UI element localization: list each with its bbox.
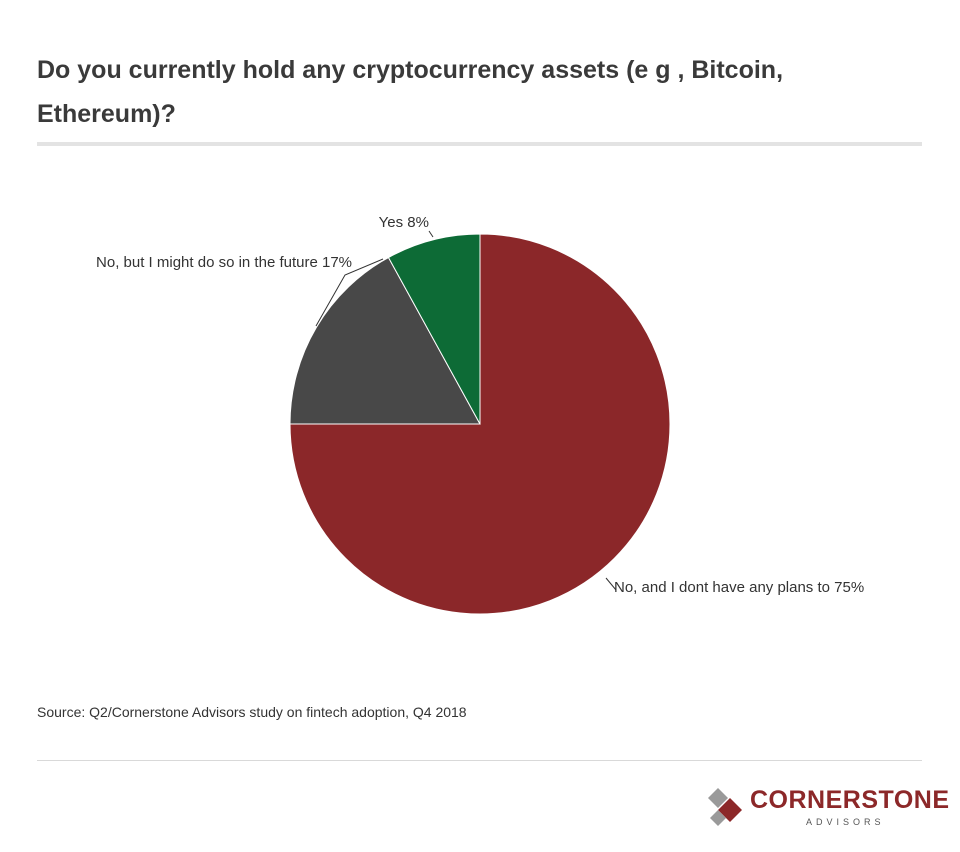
logo-subtitle: ADVISORS	[806, 817, 885, 827]
slice-label: Yes 8%	[379, 214, 429, 231]
logo-name: CORNERSTONE	[750, 786, 950, 814]
pie-slice	[387, 233, 481, 425]
cornerstone-logo: CORNERSTONE ADVISORS	[706, 784, 949, 834]
pie-slices	[289, 233, 671, 615]
leader-line	[605, 577, 617, 591]
slice-label: No, and I dont have any plans to 75%	[614, 579, 864, 596]
footer-divider	[37, 760, 922, 761]
leader-line	[428, 230, 434, 238]
pie-slice	[289, 256, 481, 425]
logo-diamond-icon	[708, 788, 742, 826]
source-note: Source: Q2/Cornerstone Advisors study on…	[37, 704, 467, 720]
chart-title: Do you currently hold any cryptocurrency…	[37, 56, 784, 128]
leader-lines	[315, 230, 617, 591]
title-divider	[37, 142, 922, 146]
pie-chart: No, and I dont have any plans to 75% No, …	[96, 214, 864, 615]
leader-line	[315, 258, 384, 327]
slice-labels: No, and I dont have any plans to 75% No, …	[96, 214, 864, 596]
slice-label: No, but I might do so in the future 17%	[96, 254, 352, 271]
